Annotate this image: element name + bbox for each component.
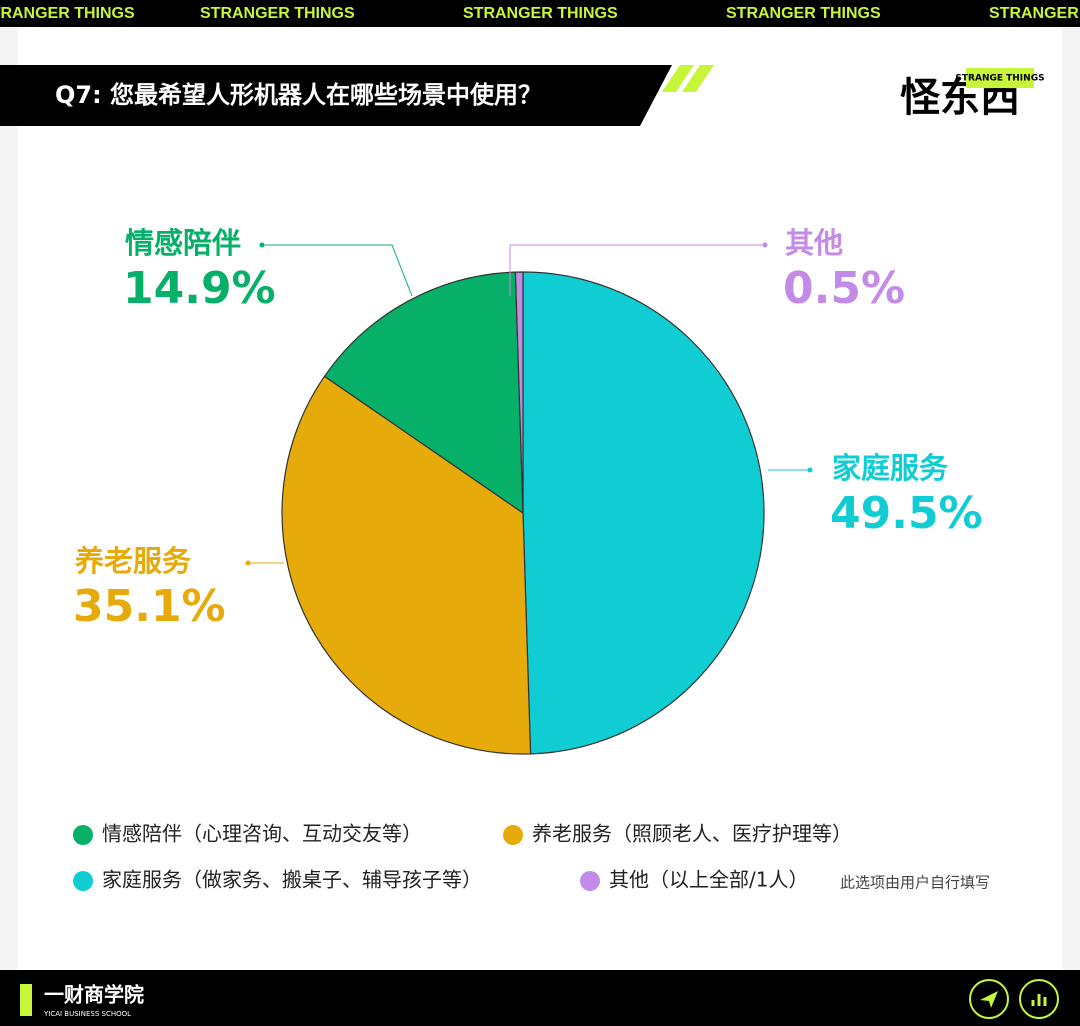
leader-dot bbox=[259, 242, 265, 248]
footer-bar bbox=[0, 970, 1080, 1026]
value-label: 14.9% bbox=[123, 263, 276, 314]
ticker-text: STRANGER THINGS bbox=[463, 5, 618, 22]
legend-swatch bbox=[580, 871, 600, 891]
value-label: 49.5% bbox=[830, 488, 983, 539]
value-label: 0.5% bbox=[783, 263, 905, 314]
footer-icon bbox=[20, 984, 32, 1016]
legend-label: 家庭服务（做家务、搬桌子、辅导孩子等） bbox=[102, 868, 482, 892]
stats-button[interactable] bbox=[1019, 979, 1059, 1019]
leader-line bbox=[509, 244, 765, 296]
legend-swatch bbox=[73, 871, 93, 891]
legend-label: 情感陪伴（心理咨询、互动交友等） bbox=[102, 822, 422, 846]
leader-dot bbox=[245, 560, 251, 566]
logo-sub: STRANGE THINGS bbox=[955, 74, 1044, 84]
share-icon bbox=[980, 991, 998, 1008]
footer-sub: YICAI BUSINESS SCHOOL bbox=[43, 1010, 131, 1018]
logo-tag bbox=[966, 68, 1034, 88]
leader-line bbox=[262, 244, 413, 297]
ticker-text: STRANGER THINGS bbox=[989, 5, 1080, 22]
slash bbox=[682, 65, 714, 92]
slash bbox=[662, 65, 694, 92]
share-button[interactable] bbox=[969, 979, 1009, 1019]
title-banner bbox=[0, 65, 672, 126]
legend-swatch bbox=[73, 825, 93, 845]
legend-label: 养老服务（照顾老人、医疗护理等） bbox=[532, 822, 852, 846]
pie-slice bbox=[514, 271, 524, 514]
pie-slice bbox=[522, 271, 765, 755]
pie-slice bbox=[323, 271, 524, 515]
chart-title: Q7: 您最希望人形机器人在哪些场景中使用？ bbox=[55, 81, 542, 109]
slice-label: 其他 bbox=[785, 226, 843, 260]
slice-label: 家庭服务 bbox=[832, 451, 948, 485]
value-label: 35.1% bbox=[73, 581, 226, 632]
slice-label: 情感陪伴 bbox=[125, 226, 241, 260]
legend-note: 此选项由用户自行填写 bbox=[840, 874, 990, 892]
footer-brand: 一财商学院 bbox=[44, 983, 144, 1007]
leader-dot bbox=[807, 467, 813, 473]
legend-label: 其他（以上全部/1人） bbox=[609, 868, 808, 892]
leader-dot bbox=[762, 242, 768, 248]
slice-label: 养老服务 bbox=[75, 544, 191, 578]
stats-icon bbox=[1031, 994, 1047, 1006]
ticker-text: STRANGER THINGS bbox=[200, 5, 355, 22]
ticker-text: STRANGER THINGS bbox=[0, 5, 135, 22]
pie-slice bbox=[281, 375, 532, 755]
ticker-text: STRANGER THINGS bbox=[726, 5, 881, 22]
ticker-bar bbox=[0, 0, 1080, 27]
legend-swatch bbox=[503, 825, 523, 845]
